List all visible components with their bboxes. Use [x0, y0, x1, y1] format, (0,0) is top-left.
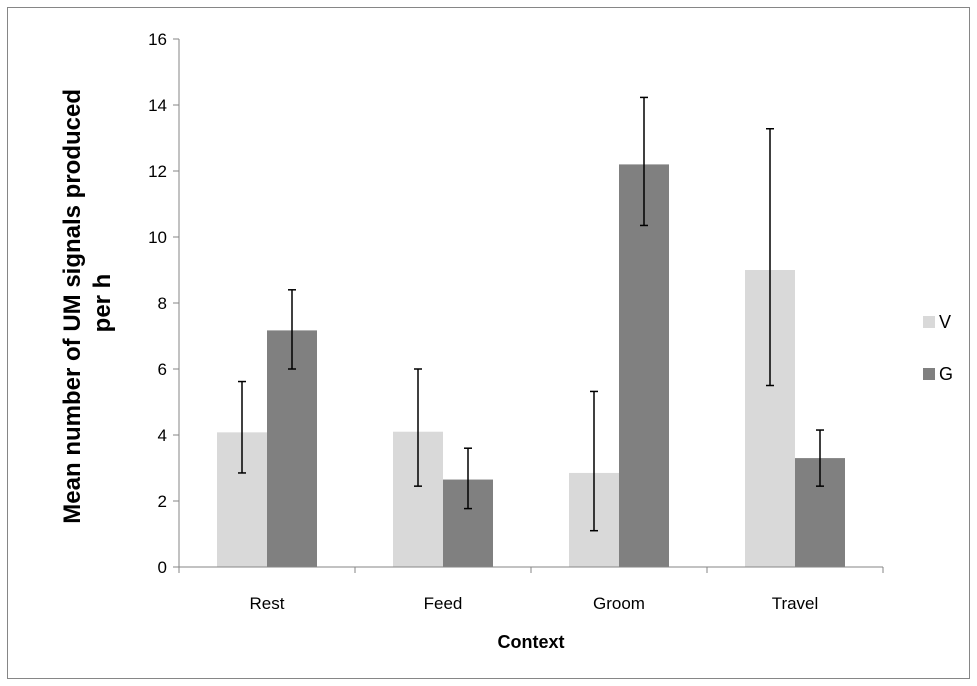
legend: VG [923, 312, 953, 384]
y-tick-label: 6 [158, 360, 167, 379]
legend-swatch-g [923, 368, 935, 380]
y-tick-label: 0 [158, 558, 167, 577]
error-bar-g-feed [464, 447, 472, 510]
bar-g-groom [619, 164, 669, 567]
y-ticks: 0 2 4 6 8 10 12 14 16 [148, 30, 179, 577]
bar-g-rest [267, 330, 317, 567]
error-bar-g-travel [816, 429, 824, 487]
x-tick-label: Rest [250, 594, 285, 613]
error-bars-layer [238, 96, 824, 532]
y-tick-label: 12 [148, 162, 167, 181]
error-bar-v-rest [238, 380, 246, 474]
y-tick-label: 4 [158, 426, 167, 445]
error-bar-g-rest [288, 289, 296, 370]
y-tick-label: 2 [158, 492, 167, 511]
legend-swatch-v [923, 316, 935, 328]
error-bar-g-groom [640, 96, 648, 227]
x-tick-label: Feed [424, 594, 463, 613]
y-tick-label: 16 [148, 30, 167, 49]
bars-layer [217, 164, 845, 567]
x-tick-label: Groom [593, 594, 645, 613]
x-ticks: Rest Feed Groom Travel [178, 567, 884, 613]
legend-label-g: G [939, 364, 953, 384]
y-tick-label: 14 [148, 96, 167, 115]
y-axis-title-line-2: per h [89, 274, 116, 333]
error-bar-v-feed [414, 368, 422, 487]
y-axis-title-line-1: Mean number of UM signals produced [59, 89, 86, 524]
y-tick-label: 10 [148, 228, 167, 247]
x-axis-title: Context [498, 632, 565, 652]
error-bar-v-travel [766, 128, 774, 387]
error-bar-v-groom [590, 390, 598, 532]
y-tick-label: 8 [158, 294, 167, 313]
y-axis-title: Mean number of UM signals produced per h [59, 82, 116, 523]
x-tick-label: Travel [772, 594, 819, 613]
legend-label-v: V [939, 312, 951, 332]
